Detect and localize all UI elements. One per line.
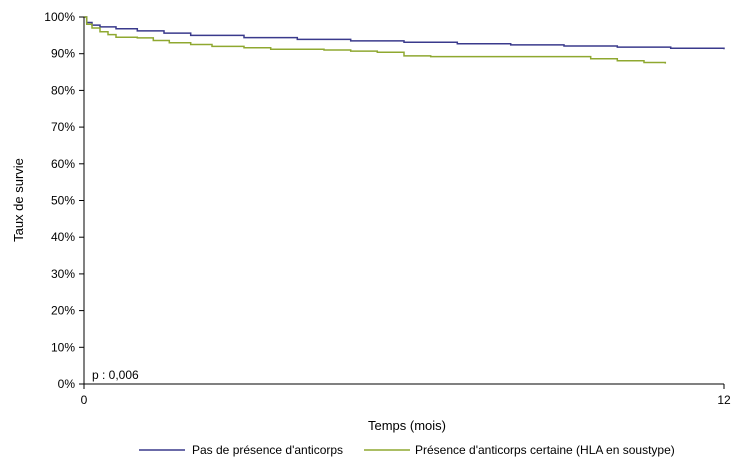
legend-label-0: Pas de présence d'anticorps	[192, 443, 343, 457]
y-tick-label: 50%	[51, 194, 75, 208]
y-tick-label: 100%	[44, 10, 75, 24]
y-axis-ticks: 0% 10% 20% 30% 40% 50% 60% 70% 80% 90% 100%	[44, 10, 84, 391]
y-tick-label: 0%	[58, 377, 76, 391]
y-tick-label: 70%	[51, 120, 75, 134]
series-line-1	[84, 16, 667, 64]
series-line-0	[84, 16, 725, 50]
x-axis-title: Temps (mois)	[368, 418, 446, 433]
y-tick-label: 80%	[51, 83, 75, 97]
series-layer	[84, 16, 725, 64]
x-axis-ticks: 0 12	[81, 384, 731, 407]
y-tick-label: 30%	[51, 267, 75, 281]
y-tick-label: 10%	[51, 340, 75, 354]
y-tick-label: 20%	[51, 304, 75, 318]
legend: Pas de présence d'anticorps Présence d'a…	[139, 443, 675, 457]
y-tick-label: 40%	[51, 230, 75, 244]
legend-label-1: Présence d'anticorps certaine (HLA en so…	[415, 443, 675, 457]
annotation-pvalue: p : 0,006	[92, 368, 139, 382]
y-tick-label: 60%	[51, 157, 75, 171]
y-axis-title: Taux de survie	[11, 158, 26, 242]
y-tick-label: 90%	[51, 47, 75, 61]
x-tick-label: 12	[717, 393, 731, 407]
x-tick-label: 0	[81, 393, 88, 407]
